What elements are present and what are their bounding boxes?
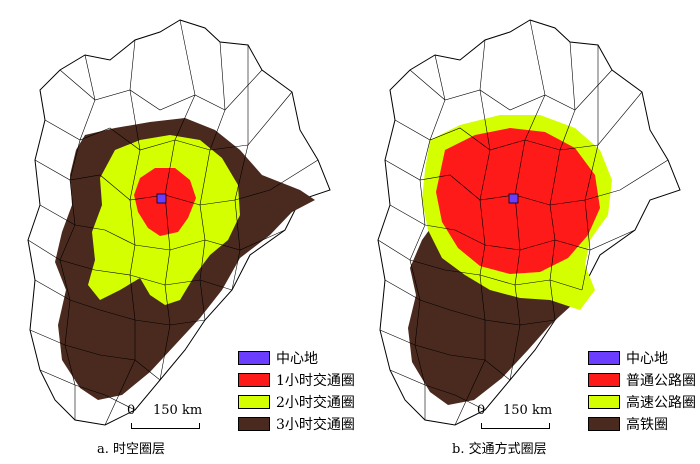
map-a: [27, 19, 331, 426]
panel-caption: b. 交通方式圈层: [452, 442, 547, 457]
legend-item: 普通公路圈: [588, 369, 696, 391]
panel-caption: a. 时空圈层: [97, 442, 166, 457]
legend-label: 1小时交通圈: [276, 373, 355, 389]
legend-swatch: [238, 373, 270, 387]
legend-swatch: [238, 395, 270, 409]
scale-bar: 0 150 km: [451, 395, 611, 431]
scale-line: [481, 423, 550, 429]
legend-swatch: [588, 395, 620, 409]
legend-item: 2小时交通圈: [238, 391, 355, 413]
district-boundaries: [27, 19, 319, 426]
legend-item: 1小时交通圈: [238, 369, 355, 391]
scale-bar: 0 150 km: [101, 395, 261, 431]
legend-swatch: [588, 373, 620, 387]
legend: 中心地 1小时交通圈 2小时交通圈 3小时交通圈: [238, 347, 355, 435]
legend-label: 中心地: [626, 351, 668, 367]
legend-item: 3小时交通圈: [238, 413, 355, 435]
legend-label: 高铁圈: [626, 417, 668, 433]
legend: 中心地 普通公路圈 高速公路圈 高铁圈: [588, 347, 696, 435]
map-b: [377, 19, 681, 426]
legend-swatch: [588, 417, 620, 431]
center-point: [508, 193, 519, 204]
legend-label: 3小时交通圈: [276, 417, 355, 433]
center-point: [156, 193, 167, 204]
legend-item: 高速公路圈: [588, 391, 696, 413]
scale-line: [131, 423, 200, 429]
legend-label: 普通公路圈: [626, 373, 696, 389]
legend-item: 中心地: [238, 347, 355, 369]
legend-swatch: [238, 417, 270, 431]
legend-item: 中心地: [588, 347, 696, 369]
scale-zero-label: 0: [477, 403, 486, 418]
legend-swatch: [588, 351, 620, 365]
map-panel-a: 中心地 1小时交通圈 2小时交通圈 3小时交通圈 0 150 km a. 时空圈…: [27, 19, 355, 457]
legend-label: 高速公路圈: [626, 395, 696, 411]
legend-swatch: [238, 351, 270, 365]
legend-label: 2小时交通圈: [276, 395, 355, 411]
legend-item: 高铁圈: [588, 413, 696, 435]
scale-zero-label: 0: [127, 403, 136, 418]
scale-distance-label: 150 km: [153, 403, 203, 418]
legend-label: 中心地: [276, 351, 318, 367]
map-panel-b: 中心地 普通公路圈 高速公路圈 高铁圈 0 150 km b. 交通方式圈层: [350, 0, 700, 464]
scale-distance-label: 150 km: [503, 403, 553, 418]
